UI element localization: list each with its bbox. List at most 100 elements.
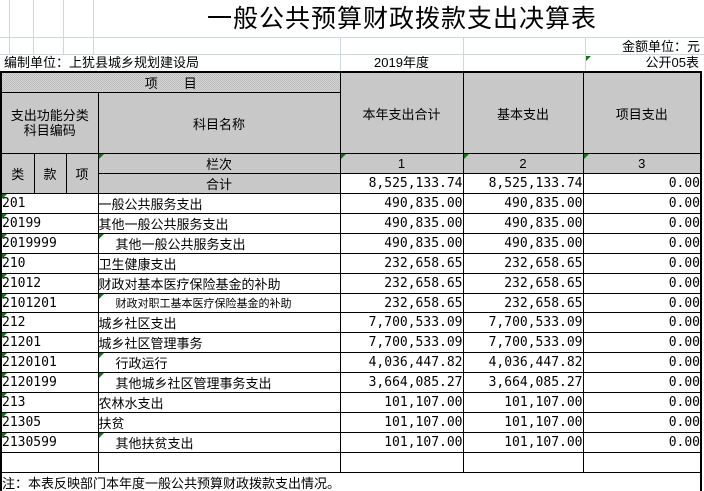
code-cell: 20199 — [0, 213, 99, 234]
subject-name-cell: 城乡社区支出 — [97, 312, 341, 333]
basic-expense-cell: 490,835.00 — [462, 213, 584, 234]
subject-name-cell: 其他一般公共服务支出 — [97, 213, 341, 234]
year-total-cell: 4,036,447.82 — [339, 352, 464, 373]
page-title: 一般公共预算财政拨款支出决算表 — [206, 6, 597, 33]
year-total-cell: 3,664,085.27 — [339, 372, 464, 393]
basic-expense-cell: 101,107.00 — [462, 392, 584, 413]
year-total-cell: 7,700,533.09 — [339, 332, 464, 353]
empty-cell — [97, 452, 341, 473]
total-row-label: 合计 — [97, 173, 341, 194]
code-cell: 212 — [0, 312, 99, 333]
empty-cell — [462, 452, 584, 473]
subject-name-cell: 农林水支出 — [97, 392, 341, 413]
code-cell: 2120199 — [0, 372, 99, 393]
code-cell: 21012 — [0, 273, 99, 294]
year-total-cell: 232,658.65 — [339, 253, 464, 274]
code-cell: 2130599 — [0, 432, 99, 453]
table-row: 2120199 其他城乡社区管理事务支出 3,664,085.27 3,664,… — [0, 372, 702, 393]
year-total-cell: 101,107.00 — [339, 412, 464, 433]
gridline — [0, 54, 704, 55]
empty-cell — [339, 452, 464, 473]
basic-expense-cell: 232,658.65 — [462, 253, 584, 274]
project-expense-cell: 0.00 — [582, 253, 702, 274]
subject-name-cell: 其他扶贫支出 — [97, 432, 341, 453]
table-row: 2019999 其他一般公共服务支出 490,835.00 490,835.00… — [0, 233, 702, 254]
total-year-amount: 8,525,133.74 — [339, 173, 464, 194]
column-number-2: 2 — [462, 153, 584, 174]
column-index-label: 栏次 — [97, 153, 341, 174]
year-total-header: 本年支出合计 — [339, 71, 464, 154]
amount-unit-label: 金额单位：元 — [621, 39, 700, 54]
year-total-cell: 7,700,533.09 — [339, 312, 464, 333]
project-expense-cell: 0.00 — [582, 193, 702, 214]
project-expense-cell: 0.00 — [582, 412, 702, 433]
gridline — [0, 37, 704, 38]
empty-cell — [0, 452, 99, 473]
year-total-cell: 232,658.65 — [339, 273, 464, 294]
gridline — [33, 0, 34, 55]
table-row: 21012 财政对基本医疗保险基金的补助 232,658.65 232,658.… — [0, 273, 702, 294]
subject-name-cell: 其他城乡社区管理事务支出 — [97, 372, 341, 393]
class-header: 类 — [0, 153, 35, 194]
basic-expense-cell: 232,658.65 — [462, 273, 584, 294]
code-cell: 210 — [0, 253, 99, 274]
subject-name-cell: 其他一般公共服务支出 — [97, 233, 341, 254]
basic-expense-cell: 3,664,085.27 — [462, 372, 584, 393]
column-number-1: 1 — [339, 153, 464, 174]
section-header: 款 — [33, 153, 67, 194]
green-triangle-icon — [586, 56, 591, 61]
column-number-3: 3 — [582, 153, 702, 174]
code-cell: 2019999 — [0, 233, 99, 254]
note-text: 注：本表反映部门本年度一般公共预算财政拨款支出情况。 — [0, 472, 702, 491]
table-code-label: 公开05表 — [645, 55, 699, 70]
table-row: 201 一般公共服务支出 490,835.00 490,835.00 0.00 — [0, 193, 702, 214]
item-header: 项 — [65, 153, 99, 194]
subject-name-cell: 行政运行 — [97, 352, 341, 373]
function-code-header: 支出功能分类 科目编码 — [0, 92, 99, 154]
basic-expense-cell: 7,700,533.09 — [462, 332, 584, 353]
data-rows: 201 一般公共服务支出 490,835.00 490,835.00 0.00 … — [0, 193, 702, 453]
year-total-cell: 490,835.00 — [339, 193, 464, 214]
basic-expense-cell: 232,658.65 — [462, 293, 584, 313]
project-expense-header: 项目支出 — [582, 71, 702, 154]
basic-expense-cell: 490,835.00 — [462, 193, 584, 214]
subject-name-cell: 财政对职工基本医疗保险基金的补助 — [97, 293, 341, 313]
subject-name-cell: 卫生健康支出 — [97, 253, 341, 274]
basic-expense-cell: 101,107.00 — [462, 432, 584, 453]
subject-name-cell: 扶贫 — [97, 412, 341, 433]
table-row: 2130599 其他扶贫支出 101,107.00 101,107.00 0.0… — [0, 432, 702, 453]
basic-expense-cell: 7,700,533.09 — [462, 312, 584, 333]
year-total-cell: 101,107.00 — [339, 392, 464, 413]
code-cell: 21201 — [0, 332, 99, 353]
subject-name-cell: 城乡社区管理事务 — [97, 332, 341, 353]
total-basic-amount: 8,525,133.74 — [462, 173, 584, 194]
total-project-amount: 0.00 — [582, 173, 702, 194]
project-expense-cell: 0.00 — [582, 332, 702, 353]
subject-name-cell: 财政对基本医疗保险基金的补助 — [97, 273, 341, 294]
basic-expense-cell: 101,107.00 — [462, 412, 584, 433]
table-row: 213 农林水支出 101,107.00 101,107.00 0.00 — [0, 392, 702, 413]
gridline — [9, 0, 10, 55]
project-expense-cell: 0.00 — [582, 273, 702, 294]
project-expense-cell: 0.00 — [582, 233, 702, 254]
table-row: 21201 城乡社区管理事务 7,700,533.09 7,700,533.09… — [0, 332, 702, 353]
table-row: 212 城乡社区支出 7,700,533.09 7,700,533.09 0.0… — [0, 312, 702, 333]
code-cell: 21305 — [0, 412, 99, 433]
project-expense-cell: 0.00 — [582, 372, 702, 393]
project-expense-cell: 0.00 — [582, 392, 702, 413]
function-code-header-line1: 支出功能分类 — [10, 108, 89, 123]
gridline — [93, 0, 94, 55]
table-row: 210 卫生健康支出 232,658.65 232,658.65 0.00 — [0, 253, 702, 274]
year-total-cell: 232,658.65 — [339, 293, 464, 313]
table-row: 2101201 财政对职工基本医疗保险基金的补助 232,658.65 232,… — [0, 293, 702, 313]
code-cell: 2120101 — [0, 352, 99, 373]
gridline — [63, 0, 64, 55]
year-total-cell: 490,835.00 — [339, 233, 464, 254]
fiscal-year-label: 2019年度 — [374, 55, 429, 70]
table-row: 21305 扶贫 101,107.00 101,107.00 0.00 — [0, 412, 702, 433]
function-code-header-line2: 科目编码 — [23, 123, 76, 138]
empty-row — [0, 452, 702, 473]
year-total-cell: 101,107.00 — [339, 432, 464, 453]
basic-expense-cell: 490,835.00 — [462, 233, 584, 254]
